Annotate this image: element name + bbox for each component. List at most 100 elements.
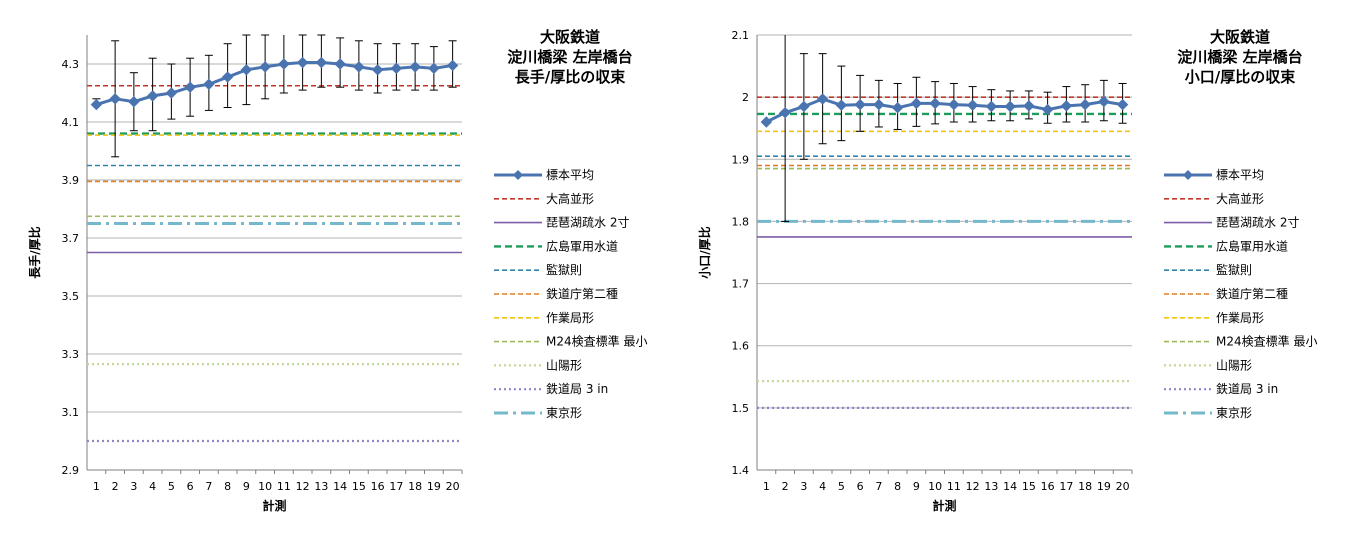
- data-point: [371, 64, 384, 76]
- x-tick-label: 16: [1041, 480, 1055, 493]
- y-tick-label: 4.3: [62, 58, 80, 71]
- x-tick-label: 3: [800, 480, 807, 493]
- data-point: [910, 97, 923, 110]
- y-axis-label: 長手/厚比: [27, 226, 42, 278]
- x-tick-label: 18: [408, 480, 422, 493]
- data-point: [1098, 95, 1110, 108]
- x-tick-label: 16: [371, 480, 385, 493]
- data-point: [948, 98, 960, 111]
- x-tick-label: 13: [984, 480, 998, 493]
- data-point: [446, 59, 459, 72]
- x-tick-label: 4: [819, 480, 826, 493]
- x-tick-label: 9: [243, 480, 250, 493]
- legend-label: 作業局形: [546, 311, 594, 325]
- chart-title-line: 淀川橋梁 左岸橋台: [507, 48, 632, 66]
- x-tick-label: 20: [446, 480, 460, 493]
- data-point: [296, 56, 309, 69]
- data-point: [891, 102, 904, 114]
- data-point: [221, 71, 234, 83]
- x-tick-label: 6: [857, 480, 864, 493]
- x-tick-label: 12: [966, 480, 980, 493]
- data-point: [798, 100, 810, 113]
- y-tick-label: 1.9: [732, 153, 750, 166]
- x-tick-label: 18: [1078, 480, 1092, 493]
- x-tick-label: 14: [1003, 480, 1017, 493]
- legend-label: 大高並形: [1216, 191, 1264, 206]
- data-point: [390, 62, 403, 75]
- legend-label: 監獄則: [1216, 262, 1252, 277]
- data-point: [835, 99, 848, 111]
- x-tick-label: 2: [112, 480, 119, 493]
- x-tick-label: 1: [763, 480, 770, 493]
- x-tick-label: 17: [1059, 480, 1073, 493]
- data-point: [409, 61, 421, 73]
- data-point: [929, 97, 941, 110]
- x-tick-label: 3: [130, 480, 137, 493]
- x-tick-label: 8: [224, 480, 231, 493]
- legend-label: 鉄道庁第二種: [546, 286, 618, 301]
- x-tick-label: 7: [205, 480, 212, 493]
- x-tick-label: 11: [947, 480, 961, 493]
- y-tick-label: 1.5: [732, 402, 750, 415]
- data-point: [873, 98, 885, 111]
- data-point: [315, 56, 328, 69]
- chart-title-line: 淀川橋梁 左岸橋台: [1177, 48, 1302, 66]
- y-tick-label: 3.7: [62, 232, 80, 245]
- legend-label: 広島軍用水道: [1216, 238, 1288, 253]
- legend-label: 鉄道庁第二種: [1216, 286, 1288, 301]
- legend-label: 東京形: [546, 406, 582, 420]
- chart-title-line: 小口/厚比の収束: [1185, 68, 1296, 86]
- x-tick-label: 9: [913, 480, 920, 493]
- y-tick-label: 3.3: [62, 348, 80, 361]
- legend-label: M24検査標準 最小: [1216, 334, 1317, 349]
- x-tick-label: 2: [782, 480, 789, 493]
- y-axis-label: 小口/厚比: [697, 226, 712, 278]
- x-tick-label: 11: [277, 480, 291, 493]
- data-point: [334, 58, 346, 70]
- x-tick-label: 6: [187, 480, 194, 493]
- y-tick-label: 1.8: [732, 215, 750, 228]
- data-point: [779, 106, 791, 119]
- data-point: [259, 61, 271, 73]
- x-tick-label: 15: [1022, 480, 1036, 493]
- data-point: [428, 62, 440, 75]
- x-axis-label: 計測: [262, 498, 286, 513]
- x-tick-label: 19: [1097, 480, 1111, 493]
- legend-label: 監獄則: [546, 262, 582, 277]
- legend-label: M24検査標準 最小: [546, 334, 647, 349]
- x-tick-label: 1: [93, 480, 100, 493]
- data-point: [203, 78, 215, 91]
- y-tick-label: 3.1: [62, 406, 80, 419]
- chart-1: 2.93.13.33.53.73.94.14.31 2 3 4 5 6 7 8 9 10 11 12 1…: [27, 28, 647, 513]
- y-tick-label: 1.6: [732, 340, 750, 353]
- legend-marker: [1183, 170, 1193, 180]
- x-tick-label: 5: [838, 480, 845, 493]
- data-point: [90, 98, 103, 111]
- x-tick-label: 4: [149, 480, 156, 493]
- y-tick-label: 4.1: [62, 116, 80, 129]
- data-point: [109, 93, 121, 105]
- data-point: [1041, 103, 1054, 116]
- x-tick-label: 17: [389, 480, 403, 493]
- data-point: [760, 116, 773, 128]
- x-tick-label: 8: [894, 480, 901, 493]
- legend-label: 山陽形: [1216, 358, 1252, 372]
- y-tick-label: 2.9: [62, 464, 80, 477]
- data-point: [240, 64, 253, 76]
- legend-label: 広島軍用水道: [546, 238, 618, 253]
- data-point: [854, 98, 866, 111]
- data-point: [816, 93, 829, 105]
- chart-title-line: 大阪鉄道: [540, 28, 600, 46]
- legend-label: 琵琶湖疏水 2寸: [546, 215, 629, 230]
- legend-label: 山陽形: [546, 358, 582, 372]
- data-point: [128, 95, 140, 108]
- legend-label: 作業局形: [1216, 311, 1264, 325]
- x-tick-label: 12: [296, 480, 310, 493]
- x-tick-label: 20: [1116, 480, 1130, 493]
- x-tick-label: 10: [258, 480, 272, 493]
- chart-2: 1.41.51.61.71.81.922.11 2 3 4 5 6 7 8 9 10 11 12 13 1…: [697, 28, 1317, 513]
- legend-label: 鉄道局 3 in: [1216, 381, 1278, 396]
- legend-label: 大高並形: [546, 191, 594, 206]
